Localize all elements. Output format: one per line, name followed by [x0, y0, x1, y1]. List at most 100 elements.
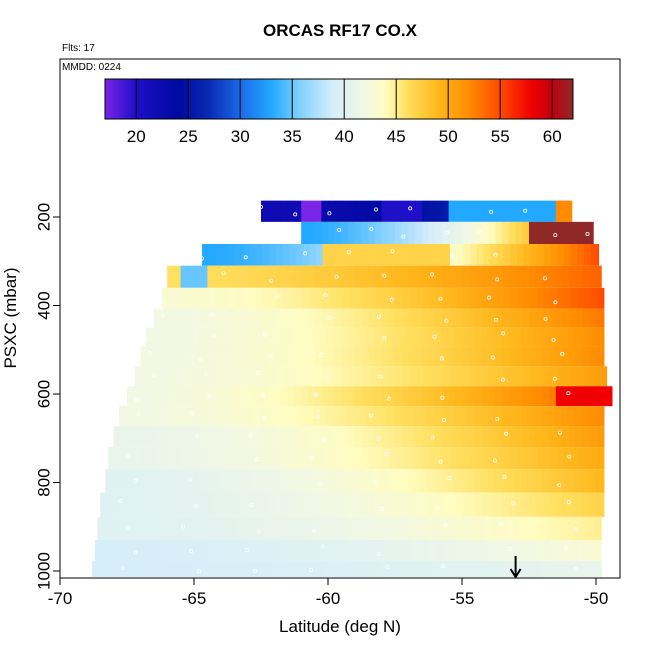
heatmap-cell	[597, 540, 602, 562]
heatmap-cell	[289, 540, 297, 562]
heatmap-cell	[140, 492, 148, 517]
heatmap-cell	[274, 492, 282, 517]
heatmap-cell	[180, 426, 188, 448]
colorbar-swatch	[409, 79, 413, 119]
heatmap-cell	[235, 287, 243, 309]
heatmap-cell	[582, 386, 590, 407]
colorbar-swatch	[419, 79, 423, 119]
heatmap-cell	[462, 265, 470, 288]
heatmap-cell	[502, 346, 510, 367]
heatmap-cell	[502, 200, 510, 222]
heatmap-cell	[159, 561, 167, 577]
heatmap-cell	[475, 426, 483, 448]
heatmap-cell	[601, 406, 605, 427]
heatmap-cell	[381, 426, 389, 448]
heatmap-cell	[488, 221, 496, 244]
heatmap-cell	[346, 469, 354, 493]
heatmap-cell	[152, 406, 160, 427]
heatmap-cell	[307, 346, 315, 367]
heatmap-cell	[529, 492, 537, 517]
heatmap-cell	[388, 492, 396, 517]
heatmap-cell	[200, 346, 208, 367]
heatmap-cell	[400, 561, 408, 577]
heatmap-cell	[596, 426, 604, 448]
heatmap-cell	[267, 265, 275, 288]
heatmap-cell	[187, 308, 195, 328]
heatmap-cell	[374, 426, 382, 448]
colorbar-swatch	[349, 79, 353, 119]
x-axis: -70 -65 -60 -55 -50	[48, 577, 608, 608]
heatmap-cell	[542, 386, 550, 407]
heatmap-cell	[175, 447, 183, 470]
colorbar-tick-label: 20	[127, 127, 146, 146]
heatmap-cell	[574, 469, 582, 493]
heatmap-cell	[416, 447, 424, 470]
heatmap-cell	[219, 406, 227, 427]
heatmap-cell	[181, 447, 190, 470]
heatmap-cell	[577, 366, 585, 387]
heatmap-cell	[361, 386, 369, 407]
colorbar-swatch	[526, 79, 530, 119]
heatmap-cell	[118, 406, 127, 427]
heatmap-cell	[228, 540, 236, 562]
heatmap-cell	[215, 287, 223, 309]
heatmap-cell	[301, 426, 309, 448]
heatmap-cell	[368, 426, 376, 448]
heatmap-cell	[194, 265, 202, 288]
heatmap-cell	[321, 346, 329, 367]
heatmap-cell	[500, 327, 508, 347]
colorbar-swatch	[146, 79, 150, 119]
heatmap-cell	[353, 406, 361, 427]
heatmap-cell	[388, 200, 396, 222]
heatmap-cell	[181, 287, 190, 309]
heatmap-cell	[523, 243, 531, 266]
heatmap-cell	[495, 200, 503, 222]
heatmap-cell	[455, 386, 463, 407]
heatmap-cell	[483, 447, 491, 470]
heatmap-cell	[247, 346, 255, 367]
colorbar-swatch	[279, 79, 283, 119]
sample-marker	[221, 271, 226, 276]
heatmap-cell	[401, 386, 409, 407]
heatmap-cell	[515, 346, 523, 367]
colorbar-swatch	[157, 79, 160, 119]
heatmap-cell	[356, 366, 364, 387]
heatmap-cell	[516, 243, 525, 266]
heatmap-cell	[349, 287, 357, 309]
heatmap-cell	[341, 265, 349, 288]
heatmap-cell	[541, 469, 549, 493]
heatmap-cell	[602, 346, 605, 367]
colorbar-swatch	[284, 79, 288, 119]
heatmap-cell	[139, 561, 147, 577]
heatmap-cell	[415, 386, 423, 407]
heatmap-cell	[294, 386, 302, 407]
heatmap-cell	[227, 346, 235, 367]
sample-marker	[487, 295, 492, 300]
heatmap-cell	[416, 540, 424, 562]
heatmap-cell	[480, 327, 488, 347]
flights-annotation: Flts: 17	[62, 43, 95, 54]
colorbar-swatch	[502, 79, 506, 119]
heatmap-cell	[165, 561, 173, 577]
colorbar-swatch	[339, 79, 342, 119]
heatmap-cell	[302, 447, 310, 470]
heatmap-cell	[496, 447, 504, 470]
heatmap-cell	[187, 346, 195, 367]
sample-marker	[543, 316, 548, 321]
heatmap-cell	[356, 243, 364, 266]
sample-marker	[303, 251, 308, 256]
heatmap-cell	[155, 540, 163, 562]
heatmap-cell	[204, 516, 212, 541]
heatmap-cell	[262, 243, 270, 266]
heatmap-cell	[413, 469, 421, 493]
heatmap-cell	[259, 469, 267, 493]
sample-marker	[438, 459, 443, 464]
heatmap-cell	[436, 287, 444, 309]
heatmap-cell	[313, 561, 321, 577]
heatmap-cell	[408, 265, 416, 288]
heatmap-cell	[381, 308, 389, 328]
heatmap-cell	[569, 386, 577, 407]
sample-marker	[203, 372, 208, 377]
heatmap-cell	[227, 308, 235, 328]
